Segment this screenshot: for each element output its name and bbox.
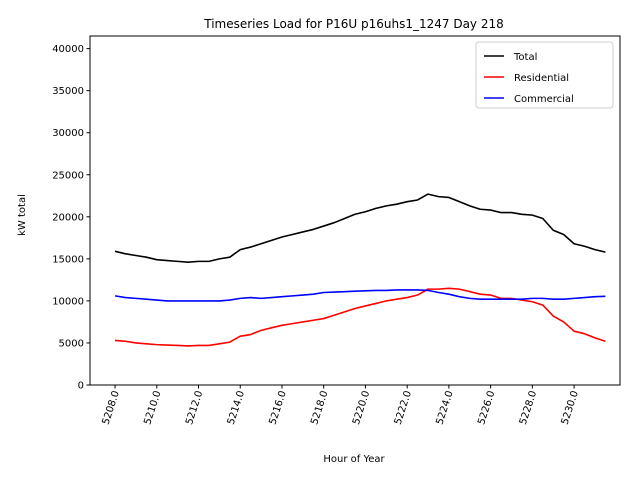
legend-box <box>475 41 614 109</box>
legend-label-residential: Residential <box>514 73 569 84</box>
series-line-residential <box>114 287 606 347</box>
y-tick-label: 30000 <box>52 128 84 139</box>
y-tick-label: 25000 <box>52 170 84 181</box>
y-tick-label: 15000 <box>52 254 84 265</box>
y-tick-label: 20000 <box>52 212 84 223</box>
legend: Total Residential Commercial <box>475 41 614 109</box>
y-axis-label: kW total <box>17 194 28 236</box>
series-layer <box>114 193 606 347</box>
y-tick-label: 0 <box>78 381 84 392</box>
legend-label-total: Total <box>513 52 537 63</box>
y-tick-label: 10000 <box>52 296 84 307</box>
series-line-commercial <box>114 289 606 302</box>
plot-frame <box>89 35 621 386</box>
y-tick-label: 40000 <box>52 44 84 55</box>
legend-label-commercial: Commercial <box>514 94 574 105</box>
y-tick-label: 35000 <box>52 86 84 97</box>
x-axis-label: Hour of Year <box>323 454 385 465</box>
series-line-total <box>114 193 606 264</box>
chart-title: Timeseries Load for P16U p16uhs1_1247 Da… <box>203 17 504 31</box>
y-tick-label: 5000 <box>59 338 84 349</box>
